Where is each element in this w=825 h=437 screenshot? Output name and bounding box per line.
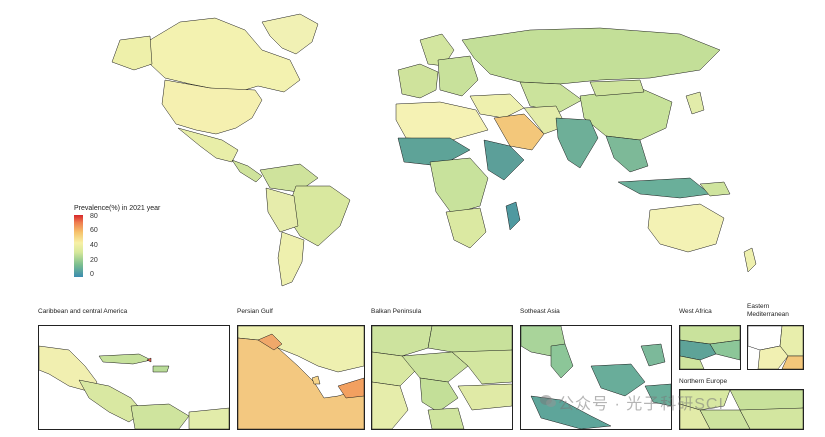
region-papua: [699, 181, 731, 197]
legend: Prevalence(%) in 2021 year 80 60 40 20 0: [74, 205, 184, 285]
region-australia: [647, 203, 725, 253]
inset-west-africa-map: [679, 325, 741, 370]
inset-balkan-map: [371, 325, 513, 430]
legend-colorbar: [74, 215, 83, 277]
legend-tick: 0: [90, 271, 94, 278]
inset-title-eastern-med: Eastern Mediterranean: [747, 303, 789, 318]
inset-caribbean-map: [38, 325, 230, 430]
region-colombia-venezuela: [259, 163, 319, 193]
legend-tick: 80: [90, 213, 98, 220]
region-alaska: [111, 35, 153, 71]
inset-title-southeast-asia: Sotheast Asia: [520, 308, 560, 315]
region-peru-bolivia: [265, 187, 299, 233]
legend-title: Prevalence(%) in 2021 year: [74, 205, 161, 212]
region-mongolia: [589, 79, 645, 97]
region-canada: [149, 17, 301, 93]
region-turkey-middle-east: [469, 93, 525, 119]
watermark: 公众号 · 光子科研SCI: [558, 396, 724, 413]
legend-tick: 40: [90, 242, 98, 249]
inset-title-caribbean: Caribbean and central America: [38, 308, 128, 315]
region-eastern-europe: [437, 55, 479, 97]
region-russia: [461, 27, 721, 85]
region-western-europe: [397, 63, 439, 99]
region-saudi-arabia: [493, 113, 545, 151]
inset-eastern-med-map: [747, 325, 804, 370]
region-north-africa: [395, 101, 489, 141]
inset-title-northern-europe: Northern Europe: [679, 378, 728, 385]
inset-northern-europe-map: [679, 389, 804, 430]
region-southern-africa: [445, 207, 487, 249]
region-indonesia: [617, 177, 711, 199]
region-horn-of-africa: [483, 139, 525, 181]
legend-tick: 60: [90, 227, 98, 234]
region-argentina-chile: [277, 231, 305, 287]
region-southeast-asia: [605, 135, 649, 173]
region-new-zealand: [743, 247, 757, 273]
inset-persian-gulf-map: [237, 325, 365, 430]
inset-southeast-asia-map: [520, 325, 672, 430]
region-madagascar: [505, 201, 521, 231]
inset-title-west-africa: West Africa: [679, 308, 712, 315]
region-usa: [161, 79, 263, 135]
region-greenland: [261, 13, 319, 55]
world-map: [111, 13, 757, 287]
region-sahel: [397, 137, 471, 167]
region-scandinavia: [419, 33, 455, 67]
region-india: [555, 117, 599, 169]
region-central-america: [231, 159, 263, 183]
region-mexico: [177, 127, 239, 163]
region-central-africa: [429, 157, 489, 215]
region-central-asia: [519, 81, 583, 113]
wechat-icon: [540, 395, 556, 407]
legend-tick: 20: [90, 257, 98, 264]
region-japan: [685, 91, 705, 115]
inset-title-balkan: Balkan Peninsula: [371, 308, 422, 315]
inset-title-persian-gulf: Persian Gulf: [237, 308, 273, 315]
